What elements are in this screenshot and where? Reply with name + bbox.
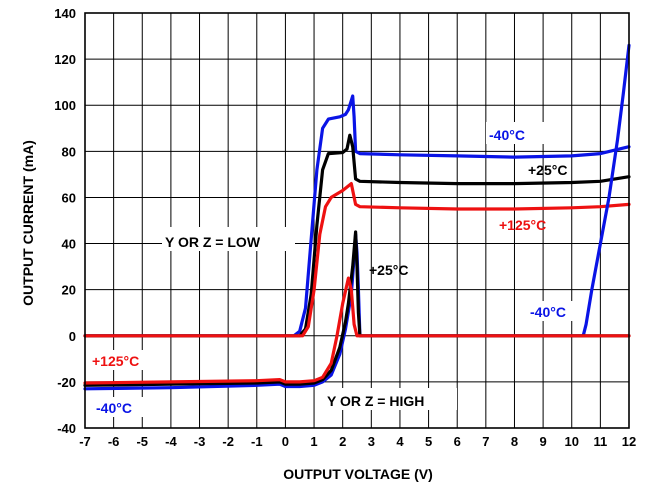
x-tick-label: 2 [339,434,346,449]
curve-annotation-label: -40°C [489,127,525,143]
x-tick-label: 11 [593,434,607,449]
y-tick-label: 40 [62,237,76,252]
y-tick-label: 60 [62,190,76,205]
curve-annotation-label: +125°C [92,353,139,369]
x-tick-label: 0 [282,434,289,449]
annotation-background [93,397,155,417]
curve-annotation-label: -40°C [96,400,132,416]
annotation-background [162,227,295,251]
plot-frame [84,12,630,429]
x-tick-label: -7 [79,434,91,449]
x-tick-label: 4 [396,434,404,449]
x-tick-label: 5 [425,434,432,449]
annotations: -40°C +25°C +125°C Y OR Z = LOW +25°C -40°C +1… [89,122,579,417]
y-tick-label: 20 [62,283,76,298]
x-tick-label: 6 [454,434,461,449]
x-tick-label: -3 [194,434,206,449]
y-tick-label: 120 [54,52,76,67]
x-tick-label: -4 [165,434,177,449]
annotation-background [89,350,163,370]
x-tick-label: -5 [136,434,148,449]
annotation-background [527,301,579,321]
x-tick-label: -1 [251,434,263,449]
annotation-background [324,388,457,410]
series-line-p125c-2 [83,182,631,338]
curve-annotation-label: -40°C [530,304,566,320]
series-lines [83,43,631,391]
curve-annotation-label: +25°C [369,262,408,278]
y-tick-label: 0 [69,329,76,344]
series-line-p125c-5 [83,276,631,385]
y-axis-label: OUTPUT CURRENT (mA) [20,140,36,306]
curve-annotation-label: +125°C [499,217,546,233]
y-tick-label: -40 [57,421,76,436]
x-tick-label: 10 [565,434,579,449]
series-line-m40c-0 [83,94,631,338]
curve-annotation-label: Y OR Z = HIGH [327,393,424,409]
x-tick-label: -6 [108,434,120,449]
x-tick-label: 7 [482,434,489,449]
x-tick-label: 12 [622,434,636,449]
x-axis-label: OUTPUT VOLTAGE (V) [283,466,433,482]
annotation-background [486,122,548,144]
x-tick-label: 1 [310,434,317,449]
curve-annotation-label: Y OR Z = LOW [165,234,261,250]
y-tick-label: 100 [54,98,76,113]
series-line-p25c-4 [83,230,631,387]
series-line-p25c-1 [83,133,631,338]
axis-ticks: -7 -6 -5 -4 -3 -2 -1 0 1 2 3 4 5 6 7 8 9 10 11 12-40-200204… [54,6,636,449]
x-tick-label: 8 [511,434,518,449]
x-tick-label: 3 [368,434,375,449]
x-tick-label: 9 [539,434,546,449]
y-tick-label: 80 [62,144,76,159]
x-tick-label: -2 [222,434,234,449]
y-tick-label: -20 [57,375,76,390]
grid [84,12,630,429]
y-tick-label: 140 [54,6,76,21]
curve-annotation-label: +25°C [528,162,567,178]
